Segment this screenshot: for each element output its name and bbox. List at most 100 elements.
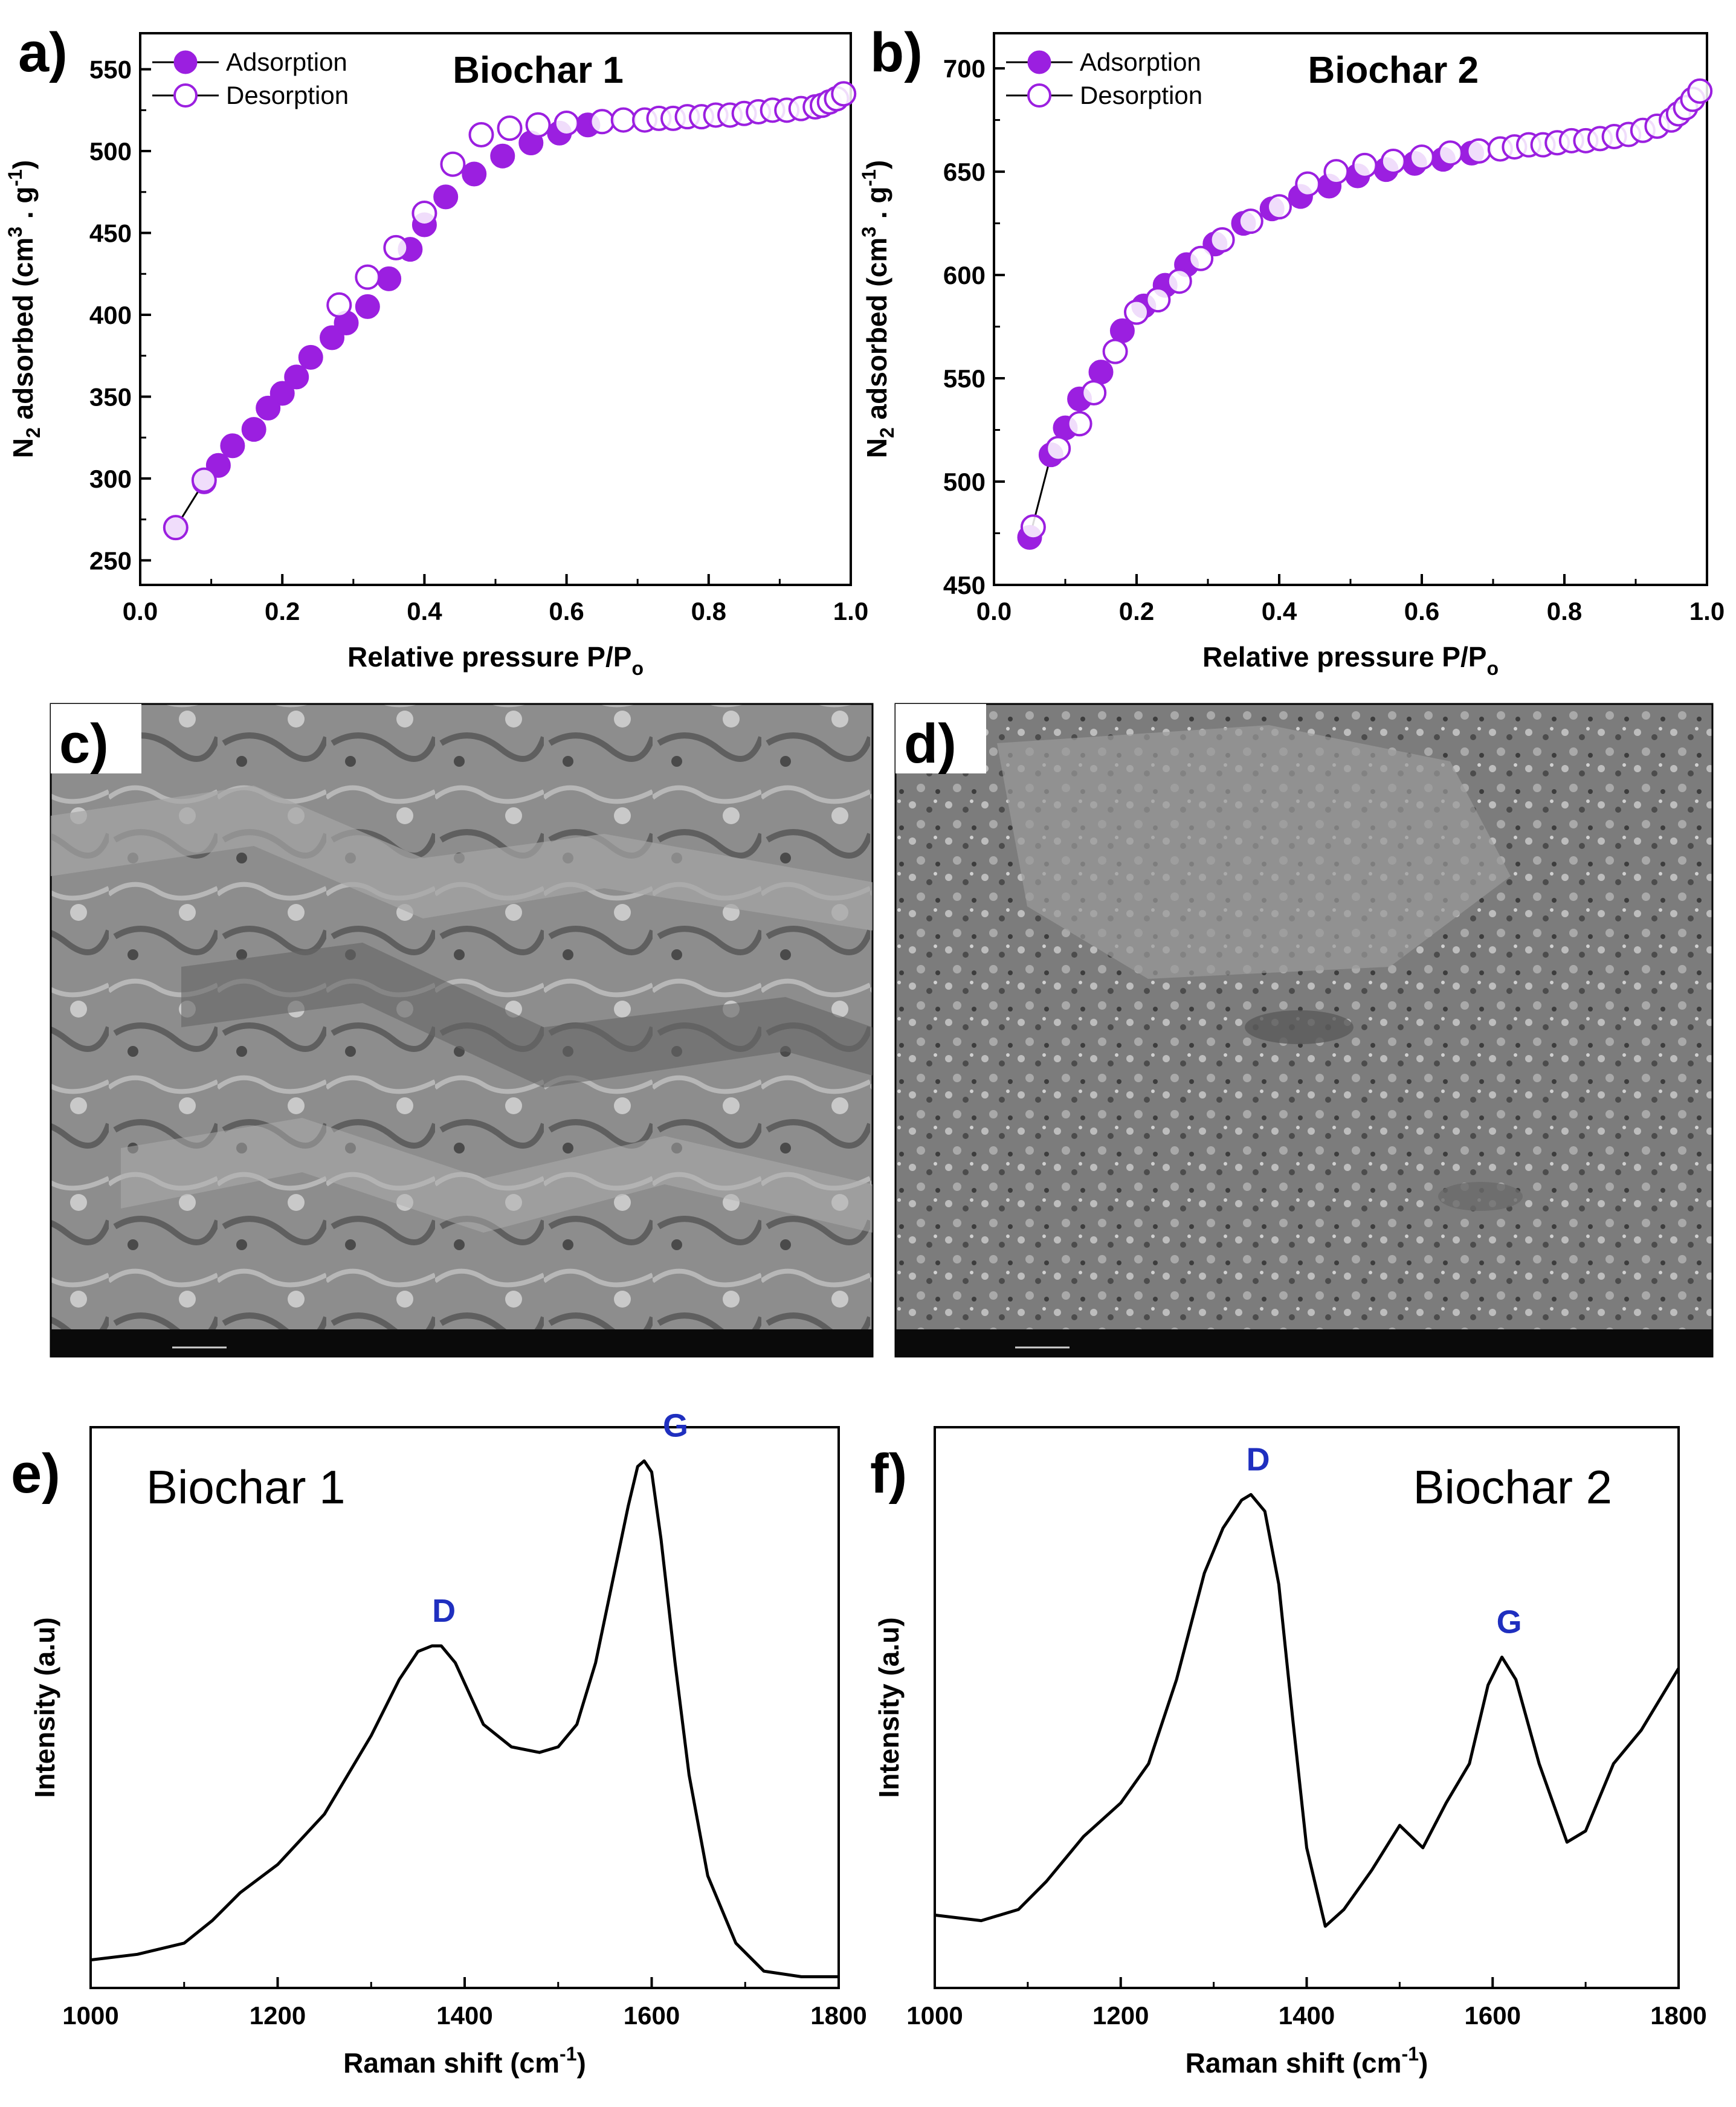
x-tick-label: 1600 [1465, 2001, 1521, 2030]
x-tick-label: 1800 [1650, 2001, 1706, 2030]
x-tick-label: 1200 [250, 2001, 306, 2030]
x-tick-label: 0.6 [1404, 597, 1439, 625]
adsorption-point [490, 143, 515, 169]
plot-frame [993, 32, 1708, 586]
panel-d: d) [894, 703, 1714, 1358]
panel-letter-d: d) [904, 713, 957, 775]
desorption-point [1237, 208, 1263, 234]
x-tick-label: 0.6 [549, 597, 584, 625]
desorption-point [1209, 227, 1235, 253]
desorption-point [610, 107, 636, 133]
desorption-point [553, 111, 579, 137]
adsorption-point [298, 344, 323, 370]
desorption-point [1102, 338, 1128, 364]
desorption-point [440, 151, 466, 177]
y-tick-label: 600 [943, 261, 986, 289]
legend-label-desorption: Desorption [226, 81, 349, 109]
y-tick-label: 550 [943, 364, 986, 393]
peak-label-d: D [1247, 1441, 1270, 1477]
panel-label-box-d [895, 704, 986, 773]
y-tick-label: 700 [943, 54, 986, 83]
desorption-point [1380, 149, 1406, 175]
x-axis-label: Relative pressure P/Po [347, 641, 644, 679]
y-tick-label: 650 [943, 158, 986, 186]
x-tick-label: 1000 [906, 2001, 963, 2030]
x-tick-label: 1400 [1279, 2001, 1335, 2030]
adsorption-point [376, 266, 402, 291]
y-axis-label: N2 adsorbed (cm3 . g-1) [4, 160, 44, 458]
x-tick-label: 0.0 [976, 597, 1012, 625]
x-tick-label: 0.8 [691, 597, 726, 625]
x-tick-label: 0.4 [407, 597, 442, 625]
desorption-point [831, 81, 857, 107]
legend-marker-adsorption [173, 50, 198, 74]
desorption-point [1267, 194, 1292, 220]
sem-image-c [50, 703, 874, 1358]
legend-label-desorption: Desorption [1080, 81, 1202, 109]
adsorption-point [241, 417, 266, 442]
peak-label-g: G [663, 1408, 688, 1444]
peak-label-g: G [1497, 1604, 1522, 1640]
peak-label-d: D [432, 1593, 456, 1629]
x-axis-label: Raman shift (cm-1) [343, 2043, 586, 2079]
y-tick-label: 250 [89, 546, 132, 575]
chart-title: Biochar 1 [146, 1460, 346, 1514]
desorption-point [1323, 159, 1349, 185]
chart-title: Biochar 2 [1308, 50, 1479, 91]
chart-f: 1000 1200 1400 1600 1800 Raman shift (cm-1) In… [873, 1426, 1707, 2079]
y-tick-label: 400 [89, 301, 132, 329]
chart-b: 0.0 0.2 0.4 0.6 0.8 1.0 450 500 550 600 650 700 Rela… [858, 32, 1725, 679]
panel-f: f) 1000 1200 1400 1600 1800 Raman shift (cm-1… [870, 1426, 1707, 2079]
desorption-point [497, 115, 523, 141]
chart-title: Biochar 2 [1413, 1460, 1612, 1514]
desorption-point [355, 264, 381, 290]
x-tick-label: 0.8 [1547, 597, 1582, 625]
desorption-point [1166, 268, 1192, 294]
legend-marker-adsorption [1027, 50, 1051, 74]
desorption-point [1409, 144, 1434, 170]
x-tick-label: 1800 [810, 2001, 866, 2030]
desorption-point [163, 515, 189, 541]
desorption-point [1687, 78, 1713, 104]
desorption-point [1081, 379, 1107, 405]
panel-a: a) 0.0 0.2 0.4 0.6 0.8 1.0 250 300 350 400 450 500 5… [4, 22, 868, 679]
x-tick-label: 0.2 [1119, 597, 1154, 625]
sem-image-d [894, 703, 1714, 1358]
adsorption-point [269, 381, 295, 406]
desorption-point [1124, 299, 1149, 325]
adsorption-point [355, 294, 380, 319]
desorption-point [1145, 287, 1171, 313]
adsorption-point [433, 184, 459, 210]
panel-label-box-c [51, 704, 141, 773]
panel-letter-a: a) [18, 22, 68, 83]
panel-letter-f: f) [870, 1443, 907, 1505]
desorption-point [411, 201, 437, 227]
desorption-point [1020, 514, 1046, 540]
x-tick-label: 1600 [624, 2001, 680, 2030]
y-tick-label: 500 [943, 468, 986, 496]
spectrum-line [90, 1459, 839, 1978]
x-tick-label: 1.0 [833, 597, 868, 625]
y-tick-label: 450 [943, 571, 986, 599]
desorption-point [1066, 411, 1092, 437]
legend: Adsorption Desorption [1006, 48, 1202, 109]
legend-label-adsorption: Adsorption [226, 48, 347, 76]
panel-c: c) [50, 703, 874, 1358]
desorption-point [1295, 171, 1321, 197]
y-tick-label: 450 [89, 219, 132, 248]
y-tick-label: 300 [89, 465, 132, 493]
x-tick-label: 1200 [1092, 2001, 1149, 2030]
desorption-point [191, 467, 217, 493]
chart-a: 0.0 0.2 0.4 0.6 0.8 1.0 250 300 350 400 450 500 550 R… [4, 32, 868, 679]
y-axis-label: Intensity (a.u) [873, 1617, 905, 1798]
y-tick-label: 550 [89, 56, 132, 84]
y-axis-label: Intensity (a.u) [29, 1617, 60, 1798]
x-tick-label: 1000 [62, 2001, 118, 2030]
x-axis-label: Relative pressure P/Po [1202, 641, 1499, 679]
legend-marker-desorption [1027, 83, 1051, 108]
panel-letter-e: e) [11, 1443, 60, 1505]
legend: Adsorption Desorption [152, 48, 349, 109]
spectrum-line [934, 1492, 1680, 1928]
x-tick-label: 1400 [436, 2001, 492, 2030]
desorption-point [1466, 138, 1492, 164]
